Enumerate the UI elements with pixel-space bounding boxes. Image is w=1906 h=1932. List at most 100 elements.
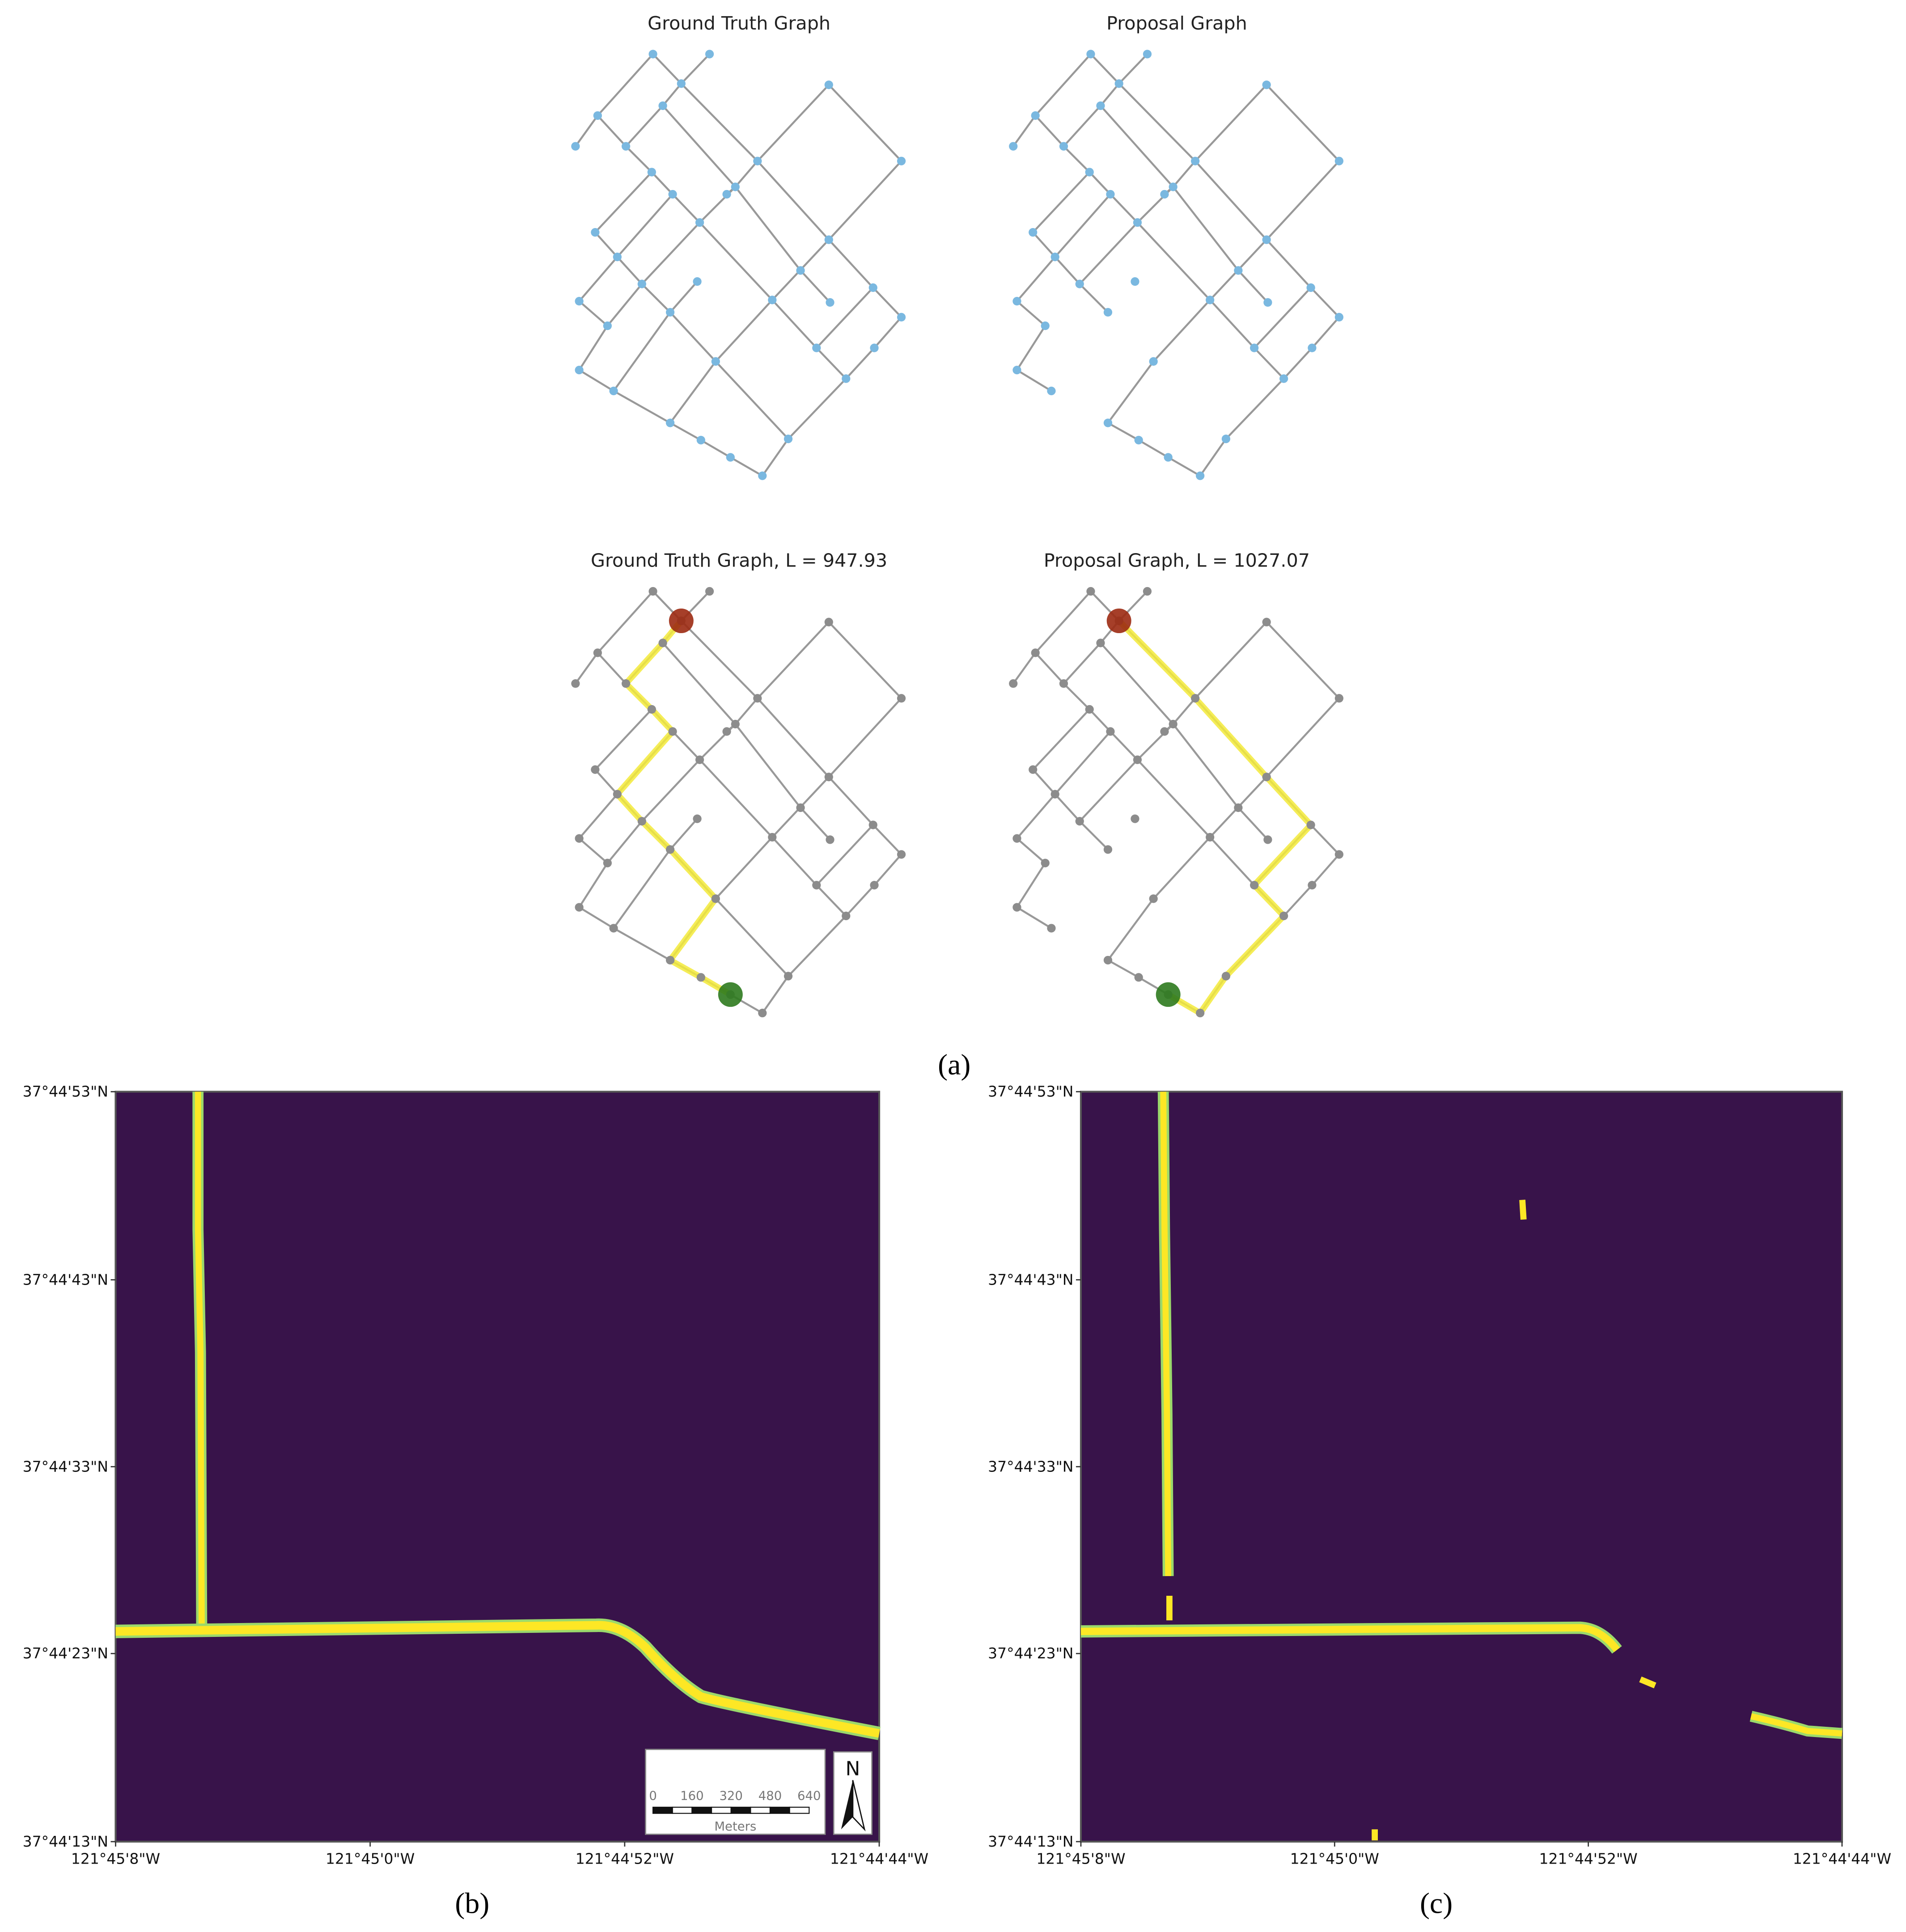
roads	[115, 1091, 881, 1740]
graph-edge	[757, 160, 830, 241]
graph-node	[1279, 374, 1288, 383]
graph-edge	[1118, 53, 1148, 85]
scale-segment	[711, 1806, 732, 1814]
graph-node	[1059, 142, 1068, 151]
panel-label: (b)	[455, 1887, 489, 1919]
graph-node	[1009, 679, 1018, 688]
graph-edge	[734, 160, 758, 188]
graph-node	[1050, 253, 1059, 262]
graph-edge	[787, 378, 847, 440]
y-tick-label: 37°44'13"N	[23, 1833, 108, 1850]
graph-node	[1334, 850, 1343, 859]
graph-edge	[872, 287, 902, 318]
graph-edge	[1079, 759, 1139, 822]
graph-node	[753, 156, 762, 165]
graph-edge	[1034, 114, 1065, 147]
graph-edge	[1016, 837, 1046, 864]
graph-node	[1250, 881, 1259, 890]
graph-node	[1075, 279, 1084, 288]
graph-node	[1206, 833, 1215, 842]
graph-node	[1134, 973, 1143, 982]
graph-edge	[1266, 698, 1340, 778]
graph-node	[1012, 297, 1021, 306]
graph-node	[726, 453, 735, 462]
graph-node	[665, 419, 675, 427]
graph-node	[1234, 266, 1243, 275]
graph-edge	[1054, 256, 1080, 285]
graph-edge	[757, 698, 830, 778]
graph-node	[648, 50, 657, 59]
road	[195, 1091, 205, 1631]
graph-node	[695, 218, 704, 227]
graph-node	[603, 858, 612, 867]
graph-node	[826, 835, 834, 844]
road	[1639, 1676, 1656, 1689]
north-arrow	[852, 1780, 866, 1832]
graph-node	[613, 253, 622, 262]
graph-node	[665, 955, 675, 965]
start-node	[669, 609, 694, 634]
graph-node	[1262, 235, 1271, 244]
scale-tick: 160	[680, 1788, 703, 1803]
graph-node	[842, 911, 851, 921]
graph-edge	[578, 325, 609, 371]
x-tick-label: 121°45'8"W	[71, 1850, 160, 1867]
graph-node	[1169, 719, 1177, 729]
x-tick-label: 121°44'52"W	[1539, 1850, 1638, 1867]
graph-node	[1221, 972, 1231, 981]
graph-edge	[662, 83, 682, 106]
graph-edge	[594, 232, 618, 258]
graph-edge	[771, 299, 817, 349]
graph-edge	[730, 456, 763, 477]
graph-node	[870, 881, 879, 890]
graph-node	[575, 366, 584, 375]
graph-edge	[1079, 820, 1109, 850]
graph-edge	[1310, 824, 1340, 855]
graph-node	[768, 833, 777, 842]
graph-node	[826, 298, 834, 307]
graph-edge	[816, 824, 874, 886]
scale-tick: 480	[758, 1788, 782, 1803]
graph-node	[621, 142, 631, 151]
graph-edge	[575, 652, 599, 685]
graph-edge	[616, 193, 673, 258]
graph-node	[637, 817, 646, 826]
graph-node	[784, 434, 793, 444]
graphs	[571, 50, 1343, 1018]
graph-node	[1041, 321, 1050, 330]
graph-edge	[641, 222, 701, 285]
graph-node	[1133, 755, 1142, 764]
graph-node	[647, 168, 656, 177]
graph-node	[897, 850, 906, 859]
graph-edge	[578, 300, 608, 327]
y-tick-label: 37°44'33"N	[23, 1458, 108, 1475]
graph-edge	[1016, 793, 1056, 839]
graph-edge	[1107, 361, 1154, 424]
graph-node	[693, 277, 702, 286]
graph-edge	[1225, 378, 1285, 440]
graph-node	[1103, 308, 1113, 317]
graph-node	[758, 1009, 767, 1018]
road	[1519, 1200, 1527, 1220]
graph-edge	[1016, 862, 1046, 908]
graph-edge	[771, 836, 817, 886]
graph-edge	[1063, 105, 1101, 147]
graph-edge	[616, 256, 643, 285]
road	[1750, 1713, 1842, 1737]
graph-edge	[669, 311, 716, 362]
scale-tick: 0	[649, 1788, 657, 1803]
graph-edge	[1266, 239, 1312, 288]
graph-node	[658, 101, 667, 110]
graph-edge	[669, 361, 717, 424]
graph-edge	[613, 927, 671, 961]
north-label: N	[845, 1757, 860, 1780]
scale-bar-box	[645, 1749, 826, 1835]
end-node	[718, 982, 743, 1007]
graph-edge	[757, 621, 830, 699]
graph-edge	[1107, 422, 1139, 441]
graph-edge	[1107, 959, 1139, 978]
graph-node	[1103, 845, 1113, 854]
graph-edge	[597, 591, 654, 654]
graph-edge	[1034, 652, 1065, 685]
